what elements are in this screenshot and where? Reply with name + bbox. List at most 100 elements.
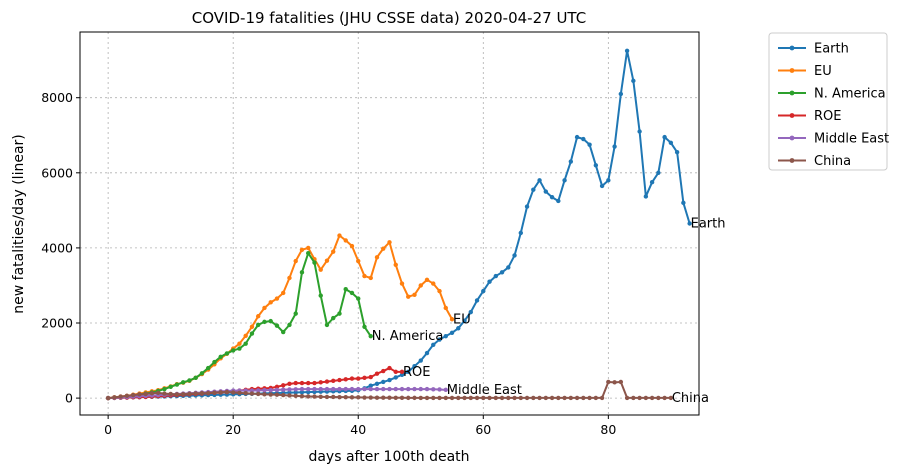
data-point-china — [312, 394, 317, 399]
data-point-china — [418, 395, 423, 401]
data-point-n-america — [230, 348, 236, 353]
data-point-eu — [418, 283, 423, 288]
legend-item-earth: Earth — [778, 42, 849, 57]
data-point-n-america — [349, 290, 355, 296]
data-point-china — [387, 395, 392, 400]
data-point-earth — [449, 330, 455, 335]
data-point-eu — [274, 296, 280, 301]
data-point-n-america — [343, 287, 348, 292]
data-point-earth — [468, 309, 473, 315]
data-point-china — [499, 395, 505, 401]
end-label-n-america: N. America — [372, 329, 444, 344]
legend-label: EU — [814, 64, 832, 79]
data-point-china — [437, 395, 442, 401]
data-point-earth — [412, 363, 417, 369]
data-point-roe — [349, 376, 355, 381]
data-point-china — [631, 395, 636, 401]
series-n-america — [105, 250, 373, 401]
data-point-china — [243, 391, 248, 396]
data-point-n-america — [212, 359, 217, 365]
data-point-china — [205, 390, 211, 396]
data-point-china — [412, 395, 417, 401]
legend-swatch-marker — [789, 45, 795, 51]
data-point-middle-east — [293, 387, 298, 392]
data-point-china — [381, 395, 386, 400]
legend-item-roe: ROE — [778, 109, 841, 124]
data-point-roe — [293, 380, 298, 386]
data-point-china — [368, 395, 373, 400]
data-point-middle-east — [374, 386, 380, 392]
data-point-earth — [393, 375, 398, 380]
data-point-earth — [543, 189, 549, 194]
data-point-roe — [368, 374, 373, 380]
data-point-roe — [343, 377, 348, 382]
data-point-china — [624, 395, 630, 401]
data-point-earth — [418, 358, 423, 363]
data-point-n-america — [362, 324, 367, 329]
data-point-earth — [499, 270, 505, 275]
data-point-roe — [387, 365, 392, 371]
data-point-n-america — [218, 354, 223, 359]
data-point-eu — [299, 247, 305, 252]
y-axis-label: new fatalities/day (linear) — [11, 134, 27, 313]
data-point-roe — [331, 378, 336, 384]
data-point-china — [599, 395, 605, 401]
data-point-eu — [393, 262, 398, 268]
data-point-earth — [437, 337, 442, 342]
data-point-n-america — [337, 311, 342, 316]
data-point-earth — [549, 195, 555, 200]
data-point-n-america — [255, 322, 261, 328]
data-point-earth — [406, 369, 411, 375]
data-point-earth — [643, 194, 649, 199]
data-point-middle-east — [318, 386, 323, 392]
data-point-earth — [493, 273, 498, 279]
data-point-earth — [681, 200, 686, 206]
data-point-middle-east — [362, 386, 367, 392]
data-point-china — [562, 395, 567, 401]
data-point-n-america — [324, 322, 330, 328]
data-point-china — [512, 395, 517, 401]
data-point-roe — [399, 369, 405, 375]
data-point-middle-east — [381, 386, 386, 392]
data-point-middle-east — [424, 386, 430, 392]
data-point-earth — [374, 381, 380, 387]
legend-item-n-america: N. America — [778, 87, 886, 102]
data-point-earth — [474, 298, 480, 303]
series-lines — [105, 48, 692, 401]
data-point-china — [324, 394, 330, 400]
data-point-middle-east — [337, 386, 342, 392]
data-point-n-america — [187, 378, 192, 383]
data-point-n-america — [306, 250, 311, 256]
data-point-middle-east — [412, 386, 417, 392]
data-point-china — [649, 395, 655, 401]
data-point-middle-east — [387, 386, 392, 392]
data-point-middle-east — [399, 386, 405, 392]
series-line-earth — [108, 49, 691, 400]
data-point-china — [193, 391, 198, 396]
legend-item-eu: EU — [778, 64, 832, 79]
data-point-china — [643, 395, 649, 401]
data-point-earth — [299, 390, 305, 395]
data-point-roe — [362, 375, 367, 381]
data-point-n-america — [262, 319, 267, 325]
data-point-eu — [381, 246, 386, 251]
data-point-earth — [512, 253, 517, 258]
data-point-china — [506, 395, 511, 401]
data-point-roe — [381, 368, 386, 374]
data-point-middle-east — [418, 386, 423, 392]
plot-frame — [79, 31, 700, 416]
axis-ticks: 0 20 40 60 80 0 2000 4000 6000 8000 — [41, 90, 616, 437]
data-point-eu — [287, 275, 292, 281]
x-tick-label: 80 — [600, 422, 616, 437]
data-point-eu — [268, 300, 273, 305]
data-point-china — [249, 391, 255, 396]
data-point-china — [262, 392, 267, 397]
data-point-eu — [337, 233, 342, 238]
legend-swatch-marker — [789, 68, 795, 73]
data-point-china — [112, 395, 117, 400]
data-point-earth — [574, 134, 580, 140]
data-point-earth — [662, 134, 667, 140]
data-point-earth — [593, 163, 599, 168]
data-point-eu — [406, 294, 411, 299]
